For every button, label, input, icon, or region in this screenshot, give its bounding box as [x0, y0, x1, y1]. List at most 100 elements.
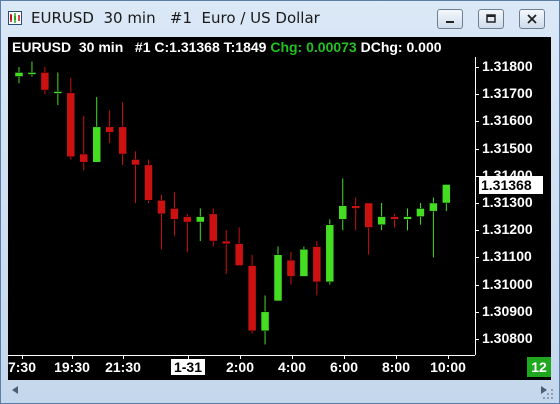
candle-body [222, 241, 230, 244]
candle-body [15, 72, 23, 76]
candle [106, 111, 114, 144]
candle [67, 78, 75, 160]
candle-body [313, 247, 321, 282]
price-label: 1.31200 [482, 221, 533, 237]
candle-body [378, 217, 386, 225]
candle [15, 67, 23, 83]
candle-body [119, 127, 127, 154]
scroll-left-icon[interactable] [8, 383, 22, 397]
price-tick [475, 121, 479, 122]
price-label: 1.31700 [482, 85, 533, 101]
candle [416, 203, 424, 225]
time-tick [22, 355, 23, 359]
candle [326, 219, 334, 284]
time-label: 21:30 [105, 359, 141, 375]
candle-body [429, 203, 437, 211]
candle [274, 247, 282, 301]
title-bar[interactable]: EURUSD 30 min #1 Euro / US Dollar [1, 1, 559, 37]
price-tick [475, 149, 479, 150]
time-tick [396, 355, 397, 359]
candle [300, 247, 308, 277]
candle [442, 184, 450, 211]
date-label: 1-31 [171, 359, 205, 375]
candle-body [54, 91, 62, 93]
maximize-button[interactable] [478, 9, 504, 29]
time-tick [448, 355, 449, 359]
price-tick [475, 203, 479, 204]
time-tick [344, 355, 345, 359]
candle [93, 97, 101, 162]
candle [248, 255, 256, 334]
candle [391, 214, 399, 228]
chart-area[interactable]: EURUSD 30 min #1 C:1.31368 T:1849 Chg: 0… [8, 37, 551, 380]
candle-body [145, 165, 153, 200]
time-tick [72, 355, 73, 359]
price-tick [475, 285, 479, 286]
candle [235, 227, 243, 265]
candle [170, 192, 178, 236]
candle-body [416, 208, 424, 216]
candle [28, 62, 36, 77]
price-scale-border [475, 57, 476, 355]
time-label: 8:00 [382, 359, 410, 375]
candle-body [326, 225, 334, 282]
time-tick [292, 355, 293, 359]
candle-body [41, 72, 49, 90]
time-tick [240, 355, 241, 359]
candle-body [132, 159, 140, 164]
price-tick [475, 312, 479, 313]
candle [209, 208, 217, 246]
current-price-marker: 1.31368 [479, 176, 543, 194]
minimize-button[interactable] [437, 9, 463, 29]
candle [287, 252, 295, 285]
price-tick [475, 339, 479, 340]
candle [365, 203, 373, 255]
price-label: 1.30900 [482, 303, 533, 319]
candle-body [93, 127, 101, 162]
time-label: 2:00 [226, 359, 254, 375]
time-tick [188, 355, 189, 359]
price-label: 1.31600 [482, 112, 533, 128]
price-label: 1.31100 [482, 248, 532, 264]
time-label: 7:30 [8, 359, 36, 375]
close-icon [520, 10, 544, 28]
candle-body [365, 203, 373, 227]
candle [119, 102, 127, 165]
candle-body [170, 208, 178, 219]
time-label: 19:30 [54, 359, 90, 375]
candle-body [28, 72, 36, 74]
candle [339, 179, 347, 231]
candle [145, 159, 153, 203]
time-label: 4:00 [278, 359, 306, 375]
price-label: 1.31800 [482, 58, 533, 74]
price-label: 1.30800 [482, 330, 533, 346]
candle-body [442, 185, 450, 203]
candle-body [67, 93, 75, 157]
candle-body [80, 154, 88, 162]
chart-app-icon [8, 11, 22, 25]
price-tick [475, 67, 479, 68]
price-tick [475, 94, 479, 95]
price-label: 1.31300 [482, 194, 533, 210]
candle-body [352, 206, 360, 209]
candle [54, 72, 62, 105]
price-label: 1.31000 [482, 276, 533, 292]
candle [378, 203, 386, 230]
resize-grip-icon[interactable] [541, 389, 555, 401]
candle-body [209, 214, 217, 241]
candle-body [274, 255, 282, 301]
candle [352, 198, 360, 231]
bar-countdown-badge: 12 [527, 357, 551, 377]
candle [404, 208, 412, 230]
candle [41, 67, 49, 94]
candle-body [235, 244, 243, 266]
candle [132, 151, 140, 203]
candle-body [287, 260, 295, 276]
horizontal-scrollbar[interactable] [8, 382, 551, 400]
price-tick [475, 230, 479, 231]
candle [429, 198, 437, 258]
close-button[interactable] [519, 9, 545, 29]
candle-body [157, 200, 165, 214]
candle [261, 295, 269, 344]
candlestick-plot[interactable] [8, 37, 475, 355]
